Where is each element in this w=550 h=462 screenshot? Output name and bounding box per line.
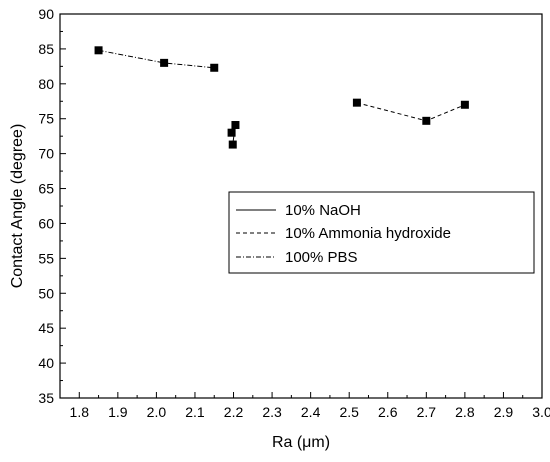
y-tick-label: 90 <box>38 6 54 22</box>
x-axis: 1.8 1.9 2.0 2.1 2.2 2.3 2.4 2.5 2.6 2.7 2.8 2.9 3.0 <box>70 392 550 420</box>
y-tick-label: 50 <box>38 285 54 301</box>
y-axis: 35 40 45 50 55 60 65 70 75 80 85 90 <box>38 6 66 406</box>
y-axis-title: Contact Angle (degree) <box>9 124 26 289</box>
data-point-marker <box>460 100 469 109</box>
x-tick-label: 2.8 <box>455 404 475 420</box>
x-tick-label: 2.4 <box>301 404 321 420</box>
y-tick-label: 80 <box>38 76 54 92</box>
data-point-marker <box>228 140 237 149</box>
x-tick-label: 2.3 <box>262 404 282 420</box>
x-tick-label: 2.6 <box>378 404 398 420</box>
series-1 <box>227 121 240 149</box>
data-point-marker <box>352 98 361 107</box>
legend-box <box>228 191 535 274</box>
x-tick-label: 2.9 <box>494 404 514 420</box>
y-tick-label: 60 <box>38 215 54 231</box>
x-axis-title: Ra (μm) <box>272 434 330 451</box>
x-tick-label: 2.7 <box>417 404 437 420</box>
legend: 10% NaOH 10% Ammonia hydroxide 100% PBS <box>228 191 535 274</box>
y-tick-label: 55 <box>38 250 54 266</box>
x-tick-label: 2.2 <box>224 404 244 420</box>
data-point-marker <box>160 58 169 67</box>
legend-label: 10% NaOH <box>285 202 361 219</box>
data-point-marker <box>422 116 431 125</box>
data-point-marker <box>210 63 219 72</box>
y-tick-label: 45 <box>38 320 54 336</box>
y-tick-label: 35 <box>38 390 54 406</box>
series-line <box>98 49 215 69</box>
y-tick-label: 40 <box>38 355 54 371</box>
data-point-marker <box>231 121 240 130</box>
y-tick-label: 65 <box>38 181 54 197</box>
data-point-marker <box>94 46 103 55</box>
legend-label: 10% Ammonia hydroxide <box>285 225 451 242</box>
y-tick-label: 85 <box>38 41 54 57</box>
x-tick-label: 2.1 <box>185 404 205 420</box>
x-tick-label: 1.8 <box>70 404 90 420</box>
legend-label: 100% PBS <box>285 249 358 266</box>
y-tick-label: 70 <box>38 146 54 162</box>
series-line <box>356 102 466 122</box>
data-point-marker <box>227 128 236 137</box>
series-layer <box>94 46 469 149</box>
x-tick-label: 2.5 <box>339 404 359 420</box>
series-2 <box>352 98 469 125</box>
x-tick-label: 2.0 <box>147 404 167 420</box>
series-3 <box>94 46 219 72</box>
y-tick-label: 75 <box>38 111 54 127</box>
x-tick-label: 3.0 <box>532 404 550 420</box>
x-tick-label: 1.9 <box>108 404 128 420</box>
